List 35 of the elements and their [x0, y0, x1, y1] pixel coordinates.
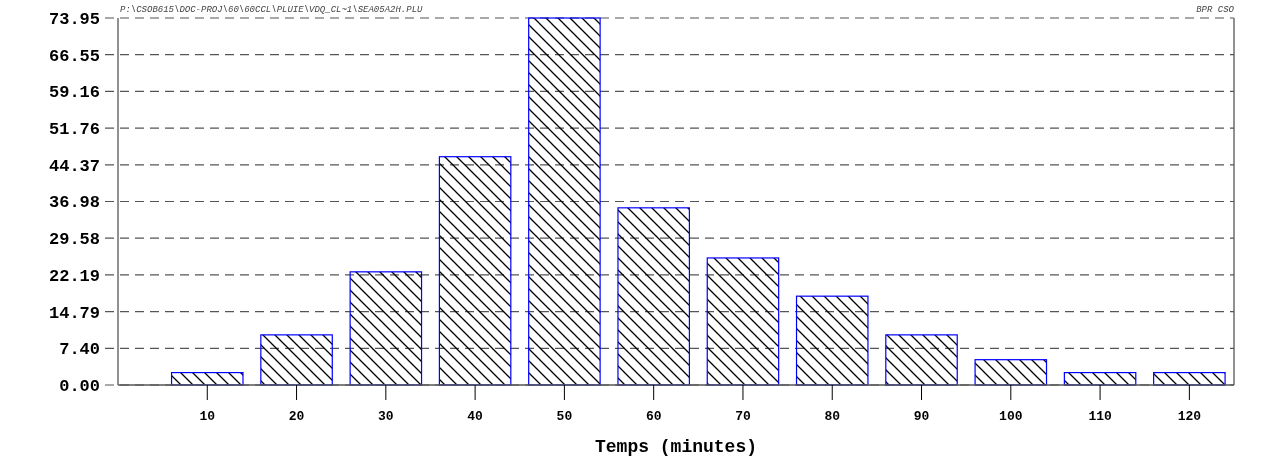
- bar: [349, 271, 423, 386]
- x-tick-label: 80: [824, 409, 841, 424]
- y-tick-label: 29.58: [48, 230, 100, 250]
- y-tick-label: 66.55: [48, 46, 100, 66]
- bar: [795, 295, 869, 386]
- x-tick-label: 40: [467, 409, 484, 424]
- x-tick-label: 60: [645, 409, 662, 424]
- y-tick-label: 59.16: [48, 83, 100, 103]
- x-tick-label: 20: [288, 409, 305, 424]
- y-tick-label: 73.95: [48, 9, 100, 29]
- y-tick-label: 0.00: [59, 376, 100, 396]
- x-tick-label: 30: [378, 409, 394, 424]
- bar: [974, 359, 1048, 386]
- x-tick-label: 50: [556, 409, 573, 424]
- y-tick-label: 7.40: [59, 340, 100, 360]
- x-axis-title: Temps (minutes): [594, 437, 758, 457]
- text: BPR CSO: [1196, 5, 1235, 15]
- x-tick-label: 100: [999, 409, 1023, 424]
- bar: [528, 17, 601, 386]
- bar: [706, 257, 780, 386]
- y-tick-label: 51.76: [48, 120, 100, 140]
- x-tick-label: 120: [1177, 409, 1202, 424]
- y-tick-label: 44.37: [48, 156, 100, 176]
- bar: [885, 334, 958, 386]
- x-tick-label: 90: [913, 409, 930, 424]
- x-tick-label: 110: [1088, 409, 1112, 424]
- x-tick-label: 10: [199, 409, 216, 424]
- y-tick-label: 36.98: [48, 193, 100, 213]
- bar: [617, 207, 690, 386]
- y-tick-label: 22.19: [48, 266, 100, 286]
- text: P:\CSOB615\DOC-PROJ\60\60CCL\PLUIE\VDQ_CL~1\SEA05A2H.PLU: [120, 5, 424, 15]
- x-tick-label: 70: [735, 409, 751, 424]
- bar: [438, 156, 512, 386]
- y-tick-label: 14.79: [48, 303, 100, 323]
- bar: [260, 334, 333, 386]
